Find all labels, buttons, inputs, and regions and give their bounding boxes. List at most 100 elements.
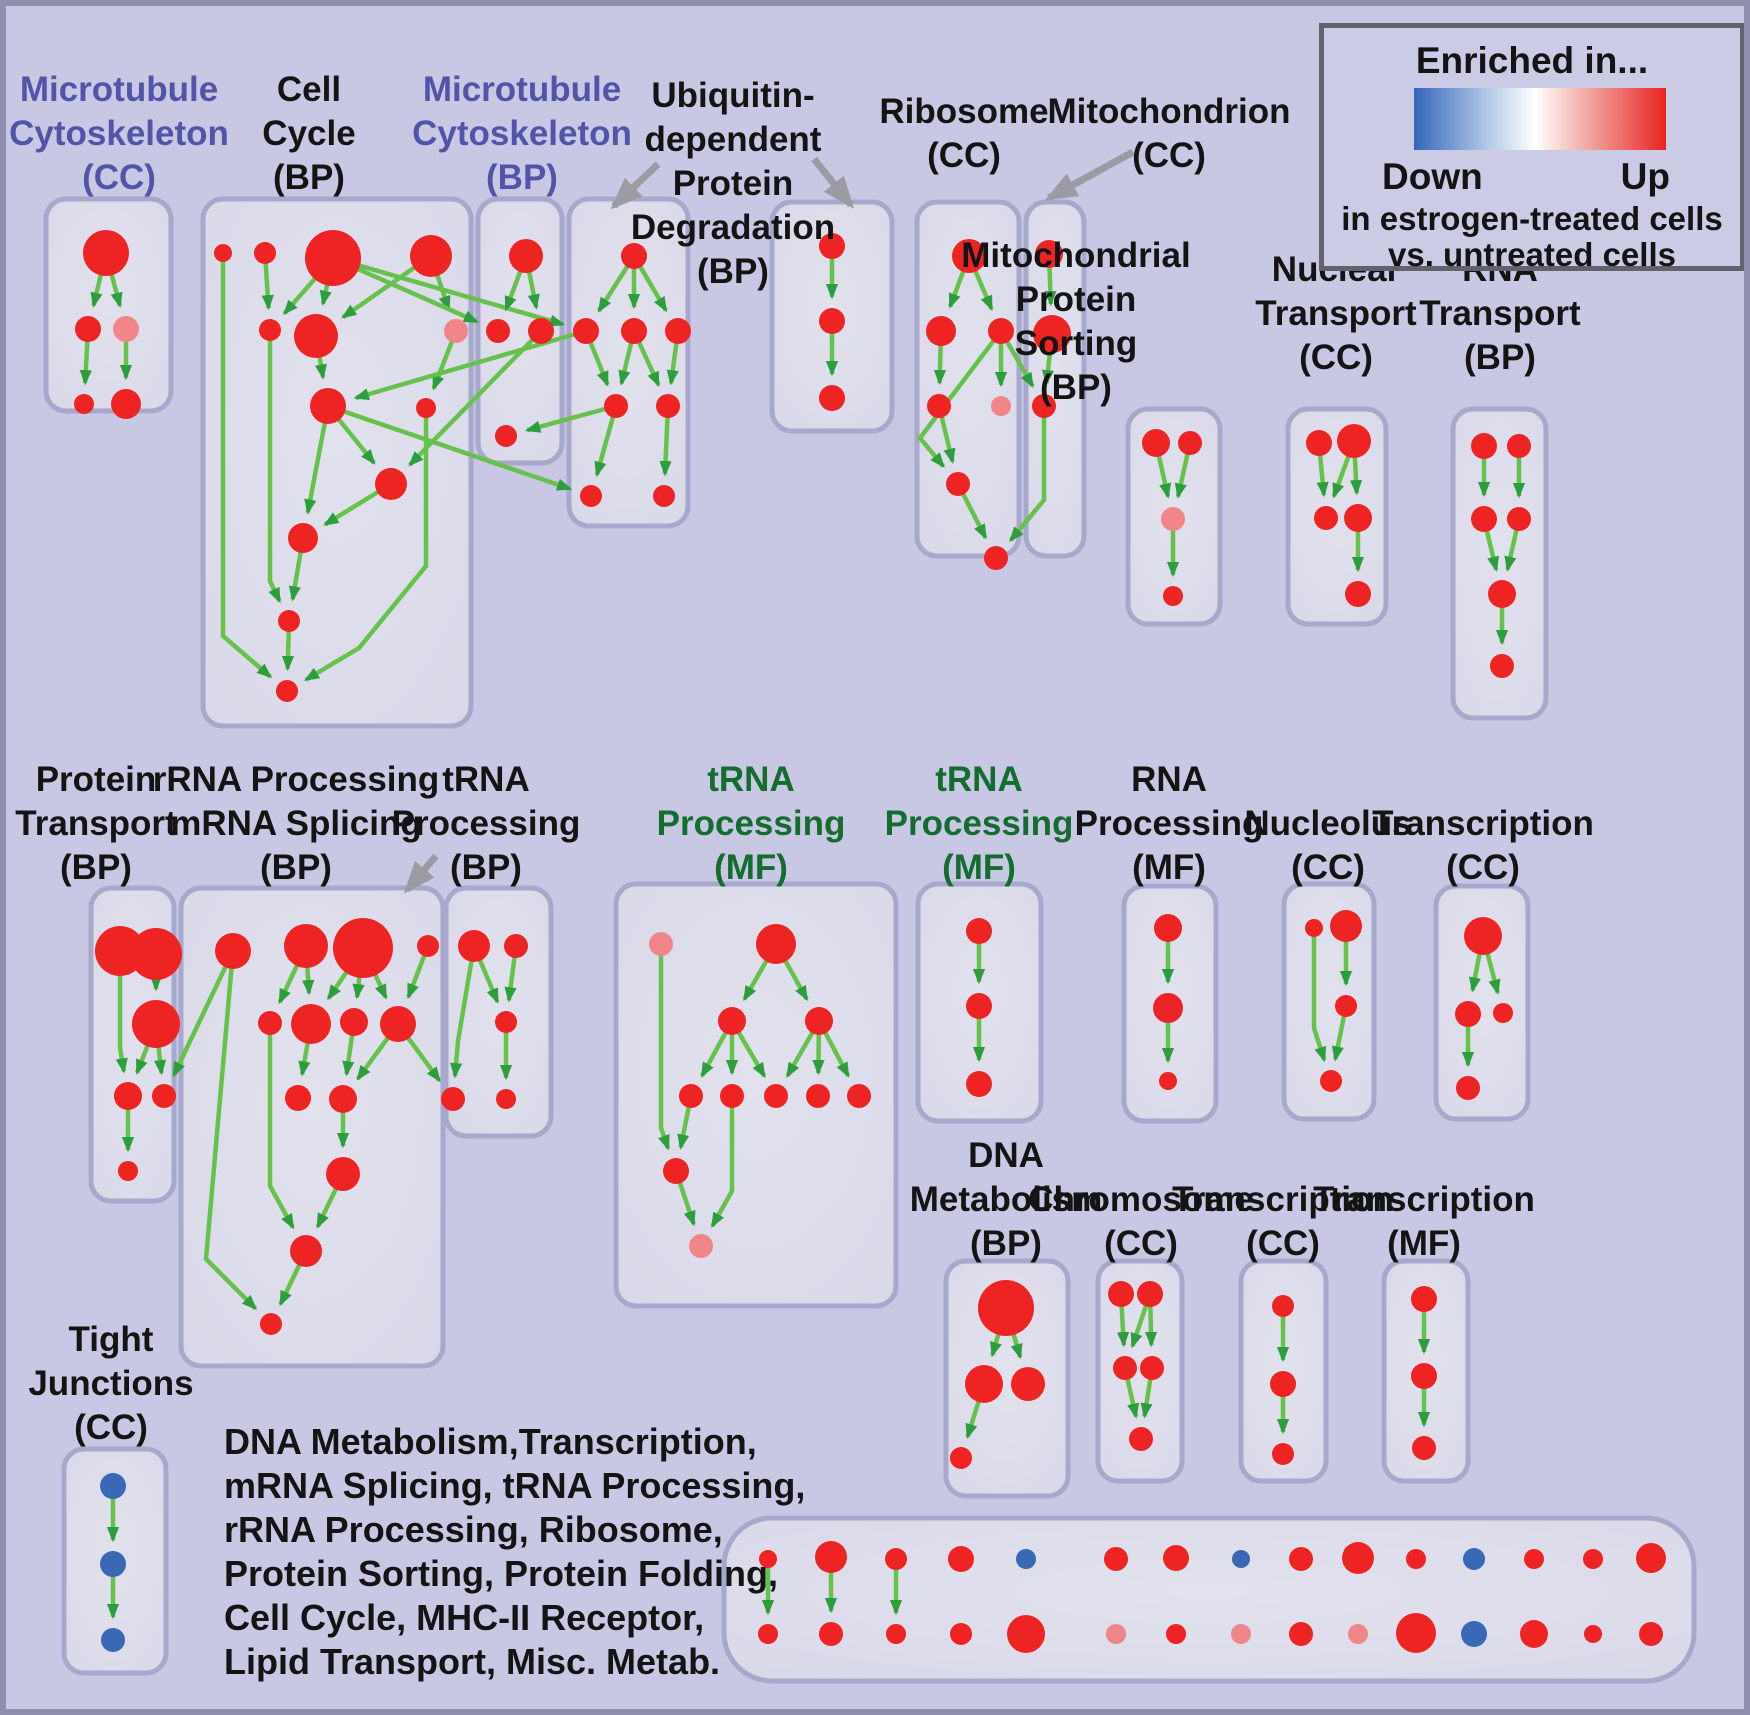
graph-node bbox=[1344, 504, 1372, 532]
graph-node bbox=[966, 993, 992, 1019]
graph-node bbox=[1016, 1549, 1036, 1569]
edge-arrow bbox=[332, 255, 566, 327]
graph-node bbox=[215, 933, 251, 969]
graph-node bbox=[1524, 1549, 1544, 1569]
graph-node bbox=[819, 233, 845, 259]
graph-node bbox=[1137, 1281, 1163, 1307]
graph-node bbox=[1032, 394, 1056, 418]
graph-node bbox=[1272, 1295, 1294, 1317]
graph-node bbox=[101, 1628, 125, 1652]
graph-node bbox=[1345, 581, 1371, 607]
graph-node bbox=[416, 398, 436, 418]
graph-node bbox=[1396, 1613, 1436, 1653]
edge-arrow bbox=[710, 1096, 735, 1228]
graph-node bbox=[1471, 506, 1497, 532]
graph-node bbox=[410, 235, 452, 277]
edge-arrow bbox=[327, 403, 573, 492]
graph-node bbox=[1583, 1549, 1603, 1569]
misc-categories-note: DNA Metabolism,Transcription, mRNA Splic… bbox=[224, 1421, 806, 1682]
graph-node bbox=[950, 1447, 972, 1469]
graph-node bbox=[656, 394, 680, 418]
cluster-box-chromosome bbox=[1095, 1258, 1185, 1484]
graph-node bbox=[278, 610, 300, 632]
graph-node bbox=[815, 1541, 847, 1573]
graph-node bbox=[991, 396, 1011, 416]
graph-node bbox=[966, 1071, 992, 1097]
graph-node bbox=[1231, 1624, 1251, 1644]
graph-node bbox=[756, 924, 796, 964]
edge-arrow bbox=[1008, 406, 1047, 543]
graph-node bbox=[1270, 1371, 1296, 1397]
graph-node bbox=[495, 425, 517, 447]
graph-node bbox=[130, 928, 182, 980]
graph-node bbox=[74, 394, 94, 414]
graph-node bbox=[1306, 430, 1332, 456]
graph-node bbox=[111, 389, 141, 419]
graph-node bbox=[580, 485, 602, 507]
graph-node bbox=[1411, 1286, 1437, 1312]
graph-node bbox=[495, 1011, 517, 1033]
graph-node bbox=[75, 316, 101, 342]
legend-gradient-bar bbox=[1414, 88, 1666, 150]
graph-node bbox=[458, 930, 490, 962]
graph-node bbox=[1412, 1436, 1436, 1460]
cluster-box-microtubule-bp bbox=[475, 196, 565, 466]
graph-node bbox=[950, 1623, 972, 1645]
graph-node bbox=[1033, 315, 1071, 353]
graph-node bbox=[329, 1085, 357, 1113]
edge-arrow bbox=[1311, 928, 1327, 1063]
graph-node bbox=[978, 1280, 1034, 1336]
graph-node bbox=[988, 318, 1014, 344]
graph-node bbox=[1113, 1356, 1137, 1380]
graph-node bbox=[759, 1550, 777, 1568]
graph-node bbox=[1314, 506, 1338, 530]
cluster-box-microtubule-cc bbox=[43, 196, 174, 414]
graph-node bbox=[1106, 1624, 1126, 1644]
edge-arrow bbox=[449, 945, 477, 1079]
graph-node bbox=[152, 1084, 176, 1108]
graph-node bbox=[114, 1082, 142, 1110]
graph-node bbox=[1108, 1281, 1134, 1307]
graph-node bbox=[1178, 431, 1202, 455]
callout-arrow-icon-ubiquitin-left bbox=[610, 161, 661, 210]
graph-node bbox=[1335, 995, 1357, 1017]
graph-node bbox=[1142, 429, 1170, 457]
graph-node bbox=[1463, 1548, 1485, 1570]
graph-node bbox=[805, 1007, 833, 1035]
graph-node bbox=[1330, 910, 1362, 942]
cluster-box-misc-cluster bbox=[721, 1515, 1697, 1684]
edge-arrow bbox=[304, 405, 331, 515]
graph-node bbox=[509, 239, 543, 273]
graph-node bbox=[254, 242, 276, 264]
graph-node bbox=[333, 918, 393, 978]
graph-node bbox=[326, 1157, 360, 1191]
graph-node bbox=[1007, 1615, 1045, 1653]
graph-node bbox=[132, 1000, 180, 1048]
graph-node bbox=[604, 394, 628, 418]
graph-node bbox=[1154, 914, 1182, 942]
graph-node bbox=[1161, 507, 1185, 531]
color-legend: Enriched in... Down Up in estrogen-treat… bbox=[1319, 23, 1744, 273]
graph-node bbox=[927, 394, 951, 418]
edge-arrow bbox=[658, 944, 671, 1151]
graph-node bbox=[375, 468, 407, 500]
edge-arrow bbox=[917, 329, 1003, 469]
graph-node bbox=[1289, 1622, 1313, 1646]
graph-node bbox=[214, 244, 232, 262]
graph-node bbox=[1163, 586, 1183, 606]
graph-node bbox=[294, 314, 338, 358]
graph-node bbox=[285, 1085, 311, 1111]
graph-node bbox=[718, 1007, 746, 1035]
graph-node bbox=[284, 924, 328, 968]
legend-subtitle-line2: vs. untreated cells bbox=[1388, 236, 1676, 273]
graph-node bbox=[290, 1235, 322, 1267]
graph-node bbox=[276, 680, 298, 702]
graph-node bbox=[653, 485, 675, 507]
graph-node bbox=[1507, 507, 1531, 531]
graph-node bbox=[496, 1089, 516, 1109]
graph-node bbox=[806, 1084, 830, 1108]
edge-arrow bbox=[267, 1023, 295, 1230]
graph-node bbox=[1639, 1622, 1663, 1646]
graph-node bbox=[885, 1548, 907, 1570]
graph-node bbox=[100, 1473, 126, 1499]
